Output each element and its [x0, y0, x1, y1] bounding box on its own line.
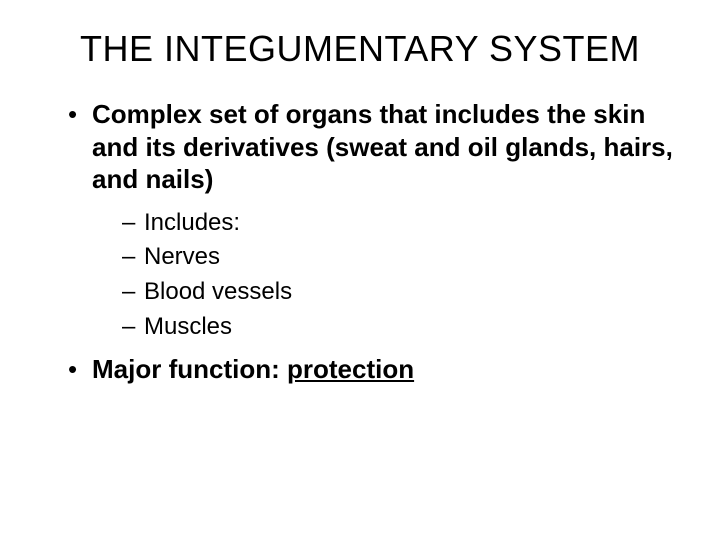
bullet-prefix: Major function: — [92, 354, 287, 384]
sub-bullet-item: Nerves — [122, 240, 680, 275]
bullet-list: Complex set of organs that includes the … — [40, 98, 680, 385]
bullet-text: Complex set of organs that includes the … — [92, 99, 673, 194]
slide-title: THE INTEGUMENTARY SYSTEM — [40, 28, 680, 70]
bullet-item: Complex set of organs that includes the … — [68, 98, 680, 345]
sub-bullet-text: Includes: — [144, 209, 240, 236]
bullet-underlined: protection — [287, 354, 414, 384]
sub-bullet-item: Includes: — [122, 206, 680, 241]
sub-bullet-item: Blood vessels — [122, 275, 680, 310]
sub-bullet-item: Muscles — [122, 310, 680, 345]
sub-bullet-text: Nerves — [144, 243, 220, 270]
bullet-item: Major function: protection — [68, 353, 680, 386]
sub-bullet-text: Muscles — [144, 313, 232, 340]
sub-bullet-list: Includes: Nerves Blood vessels Muscles — [92, 206, 680, 345]
sub-bullet-text: Blood vessels — [144, 278, 292, 305]
